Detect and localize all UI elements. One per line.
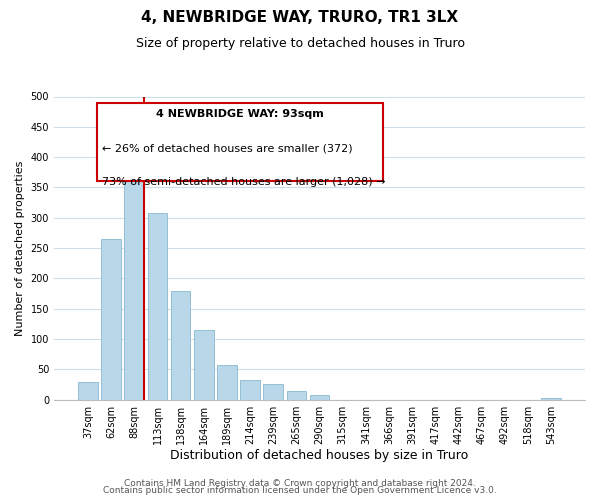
Text: Contains public sector information licensed under the Open Government Licence v3: Contains public sector information licen… [103, 486, 497, 495]
Text: ← 26% of detached houses are smaller (372): ← 26% of detached houses are smaller (37… [102, 144, 352, 154]
Text: 4 NEWBRIDGE WAY: 93sqm: 4 NEWBRIDGE WAY: 93sqm [156, 108, 324, 118]
Bar [217, 364, 237, 400]
Text: 73% of semi-detached houses are larger (1,028) →: 73% of semi-detached houses are larger (… [102, 177, 385, 187]
Y-axis label: Number of detached properties: Number of detached properties [15, 160, 25, 336]
Bar [287, 390, 306, 400]
FancyBboxPatch shape [97, 102, 383, 182]
X-axis label: Distribution of detached houses by size in Truro: Distribution of detached houses by size … [170, 450, 469, 462]
Text: Size of property relative to detached houses in Truro: Size of property relative to detached ho… [136, 38, 464, 51]
Bar [263, 384, 283, 400]
Text: Contains HM Land Registry data © Crown copyright and database right 2024.: Contains HM Land Registry data © Crown c… [124, 478, 476, 488]
Bar [101, 239, 121, 400]
Bar [240, 380, 260, 400]
Bar [541, 398, 561, 400]
Bar [171, 290, 190, 400]
Bar [194, 330, 214, 400]
Bar [78, 382, 98, 400]
Bar [310, 396, 329, 400]
Bar [124, 162, 144, 400]
Bar [148, 213, 167, 400]
Text: 4, NEWBRIDGE WAY, TRURO, TR1 3LX: 4, NEWBRIDGE WAY, TRURO, TR1 3LX [142, 10, 458, 25]
